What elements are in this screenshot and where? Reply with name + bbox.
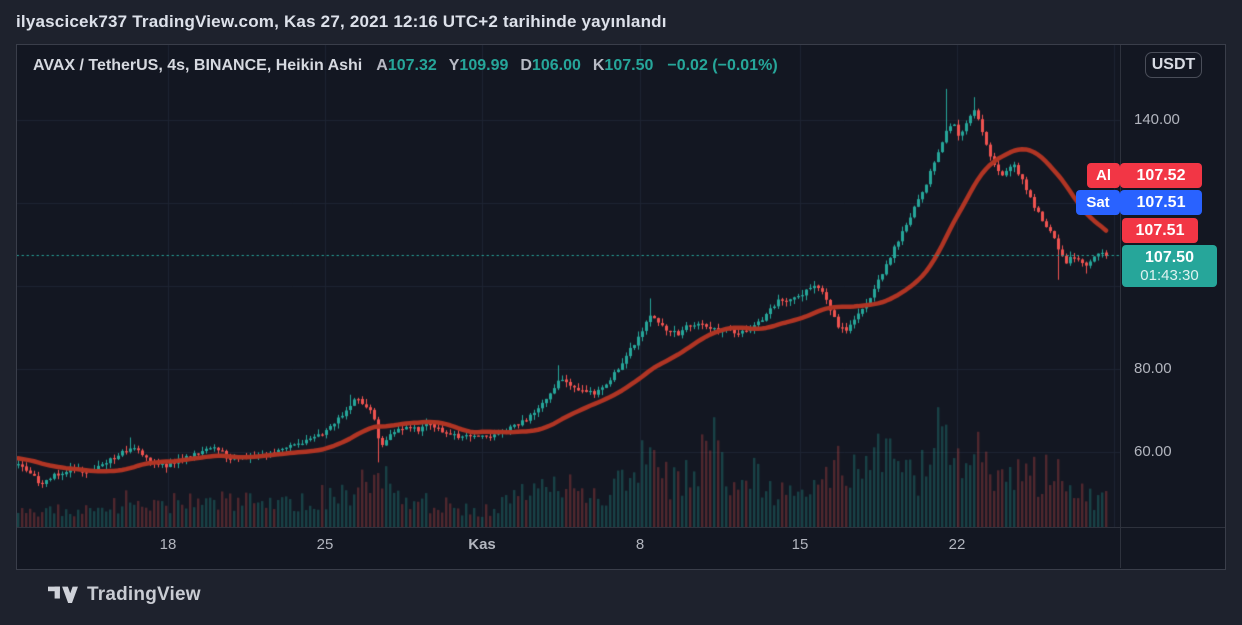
time-tick-label: 25 (316, 536, 334, 553)
ask-tag: Al (1087, 163, 1120, 188)
price-chart-canvas[interactable] (17, 45, 1120, 527)
share-header: ilyascicek737 TradingView.com, Kas 27, 2… (0, 0, 1242, 44)
ohlc-item: A107.32 (376, 57, 437, 74)
price-change: −0.02 (−0.01%) (667, 57, 778, 74)
ask-price-label: 107.52 (1120, 163, 1202, 188)
bid-price-label: 107.51 (1120, 190, 1202, 215)
countdown-price: 107.50 (1145, 249, 1194, 266)
time-tick-label: 15 (791, 536, 809, 553)
time-axis-separator (17, 527, 1225, 528)
price-tick-label: 60.00 (1134, 443, 1172, 460)
tradingview-brand-text: TradingView (87, 584, 201, 605)
price-tick-label: 140.00 (1134, 111, 1180, 128)
countdown-price-label: 107.50 01:43:30 (1122, 245, 1217, 287)
symbol-legend: AVAX / TetherUS, 4s, BINANCE, Heikin Ash… (33, 57, 778, 75)
share-header-text: ilyascicek737 TradingView.com, Kas 27, 2… (16, 12, 667, 31)
symbol-title[interactable]: AVAX / TetherUS, 4s, BINANCE, Heikin Ash… (33, 57, 363, 74)
last-price-label: 107.51 (1122, 218, 1198, 243)
time-tick-label: 18 (159, 536, 177, 553)
tradingview-logo[interactable]: TradingView (48, 584, 201, 606)
price-axis-separator (1120, 45, 1121, 568)
ohlc-item: Y109.99 (448, 57, 509, 74)
time-tick-label: 22 (948, 536, 966, 553)
ohlc-values: A107.32 Y109.99 D106.00 K107.50 (376, 57, 653, 75)
countdown-timer: 01:43:30 (1140, 267, 1199, 284)
time-tick-label: 8 (635, 536, 645, 553)
ohlc-item: D106.00 (520, 57, 581, 74)
bid-tag: Sat (1076, 190, 1120, 215)
ohlc-item: K107.50 (592, 57, 654, 74)
price-tick-label: 80.00 (1134, 360, 1172, 377)
tradingview-logo-icon (48, 586, 78, 603)
currency-toggle-button[interactable]: USDT (1145, 52, 1202, 78)
time-tick-label: Kas (468, 536, 496, 553)
